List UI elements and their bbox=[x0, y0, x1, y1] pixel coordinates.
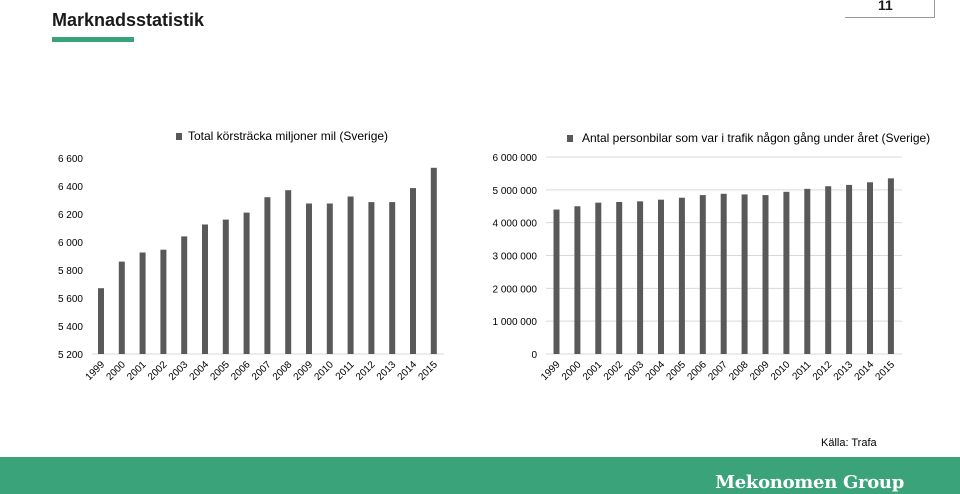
x-tick-label: 2014 bbox=[853, 359, 877, 383]
bar bbox=[430, 167, 437, 354]
x-tick-label: 2010 bbox=[769, 359, 793, 383]
x-tick-label: 2002 bbox=[602, 359, 626, 383]
bar bbox=[595, 202, 602, 354]
bar bbox=[160, 249, 167, 354]
y-tick-label: 2 000 000 bbox=[493, 284, 538, 295]
page-number: 11 bbox=[878, 0, 893, 13]
car-count-chart: 0 1 000 000 2 000 000 3 000 000 4 000 000 5 0… bbox=[493, 131, 931, 383]
bar bbox=[804, 188, 811, 354]
bar bbox=[222, 219, 229, 354]
y-tick-label: 5 600 bbox=[58, 294, 83, 305]
x-tick-label: 2015 bbox=[874, 359, 898, 383]
header-rule-horizontal bbox=[845, 17, 935, 18]
bar bbox=[825, 186, 832, 354]
y-tick-label: 6 200 bbox=[58, 210, 83, 221]
bar bbox=[846, 184, 853, 354]
y-tick-label: 5 200 bbox=[58, 350, 83, 361]
x-tick-label: 2004 bbox=[644, 359, 668, 383]
bar bbox=[637, 201, 644, 354]
footer-band: Mekonomen Group bbox=[0, 457, 960, 494]
legend-swatch bbox=[176, 133, 182, 140]
x-tick-label: 2013 bbox=[832, 359, 856, 383]
bar bbox=[306, 203, 312, 354]
bar bbox=[658, 199, 664, 354]
y-tick-label: 3 000 000 bbox=[493, 252, 538, 263]
bar bbox=[285, 190, 292, 354]
bar bbox=[181, 236, 188, 354]
bar bbox=[616, 201, 623, 354]
x-tick-label: 2006 bbox=[685, 359, 709, 383]
y-tick-label: 0 bbox=[531, 350, 537, 361]
bar bbox=[574, 206, 581, 354]
y-tick-label: 4 000 000 bbox=[493, 219, 538, 230]
x-tick-label: 1999 bbox=[539, 359, 563, 383]
bar bbox=[368, 202, 375, 354]
bar bbox=[678, 197, 685, 354]
y-tick-label: 6 400 bbox=[58, 182, 83, 193]
x-tick-label: 2005 bbox=[665, 359, 689, 383]
source-note: Källa: Trafa bbox=[821, 437, 877, 449]
bar bbox=[98, 288, 104, 354]
bar bbox=[720, 193, 727, 354]
bar bbox=[741, 194, 748, 354]
bar bbox=[553, 209, 560, 354]
x-tick-label: 2011 bbox=[790, 359, 813, 382]
bar bbox=[326, 203, 333, 354]
y-tick-label: 1 000 000 bbox=[493, 317, 538, 328]
x-tick-label: 2012 bbox=[811, 359, 835, 383]
bar bbox=[783, 191, 790, 354]
page-title: Marknadsstatistik bbox=[52, 10, 205, 30]
bar bbox=[243, 212, 250, 354]
legend-label: Total körsträcka miljoner mil (Sverige) bbox=[188, 129, 388, 143]
x-tick-label: 2000 bbox=[560, 359, 584, 383]
legend-swatch bbox=[567, 135, 573, 142]
x-tick-label: 2007 bbox=[706, 359, 730, 383]
bar bbox=[887, 178, 894, 354]
bar bbox=[867, 182, 873, 354]
y-tick-label: 6 000 bbox=[58, 238, 83, 249]
x-tick-label: 2008 bbox=[727, 359, 751, 383]
y-tick-label: 6 600 bbox=[58, 154, 83, 165]
bar bbox=[202, 224, 208, 354]
brand-logo: Mekonomen Group bbox=[715, 472, 904, 493]
y-tick-label: 5 800 bbox=[58, 266, 83, 277]
legend-label: Antal personbilar som var i trafik någon… bbox=[582, 131, 930, 145]
bar bbox=[699, 195, 706, 354]
x-tick-label: 2003 bbox=[623, 359, 647, 383]
bar bbox=[264, 197, 271, 354]
y-tick-label: 5 000 000 bbox=[493, 186, 538, 197]
bar bbox=[410, 188, 416, 354]
y-tick-label: 5 400 bbox=[58, 322, 83, 333]
header-rule bbox=[934, 0, 935, 18]
title-underline bbox=[52, 37, 134, 42]
bar bbox=[347, 196, 354, 354]
bar bbox=[762, 195, 769, 354]
bar bbox=[118, 261, 125, 354]
x-tick-label: 2009 bbox=[748, 359, 772, 383]
bar bbox=[389, 202, 396, 354]
y-tick-label: 6 000 000 bbox=[493, 153, 538, 164]
bar bbox=[139, 252, 146, 354]
x-tick-label: 2001 bbox=[581, 359, 605, 383]
mileage-chart: 5 200 5 400 5 600 5 800 6 000 6 200 6 400 6 600… bbox=[58, 129, 444, 383]
